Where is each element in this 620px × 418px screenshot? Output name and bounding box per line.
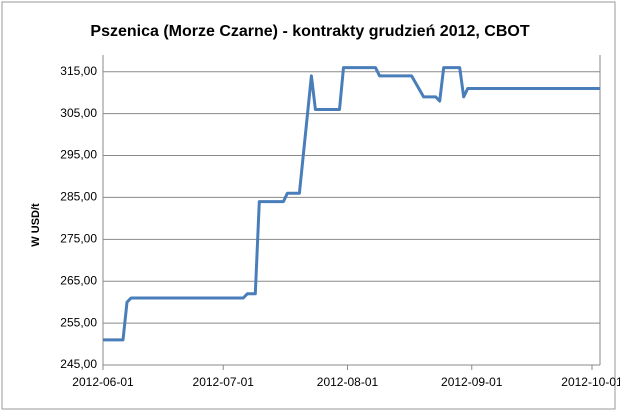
y-axis-label: W USD/t — [30, 203, 42, 247]
y-tick-label: 295,00 — [60, 148, 97, 162]
x-tick-label: 2012-07-01 — [193, 375, 255, 389]
y-tick-label: 285,00 — [60, 190, 97, 204]
x-tick-label: 2012-09-01 — [441, 375, 503, 389]
y-tick-label: 305,00 — [60, 106, 97, 120]
x-tick-label: 2012-08-01 — [317, 375, 379, 389]
x-tick-label: 2012-10-01 — [561, 375, 620, 389]
y-tick-label: 245,00 — [60, 357, 97, 371]
y-tick-label: 275,00 — [60, 231, 97, 245]
data-line — [103, 66, 600, 342]
y-tick-label: 255,00 — [60, 315, 97, 329]
x-tick-label: 2012-06-01 — [72, 375, 134, 389]
chart-title: Pszenica (Morze Czarne) - kontrakty grud… — [90, 23, 529, 40]
y-tick-label: 265,00 — [60, 273, 97, 287]
y-tick-label: 315,00 — [60, 64, 97, 78]
